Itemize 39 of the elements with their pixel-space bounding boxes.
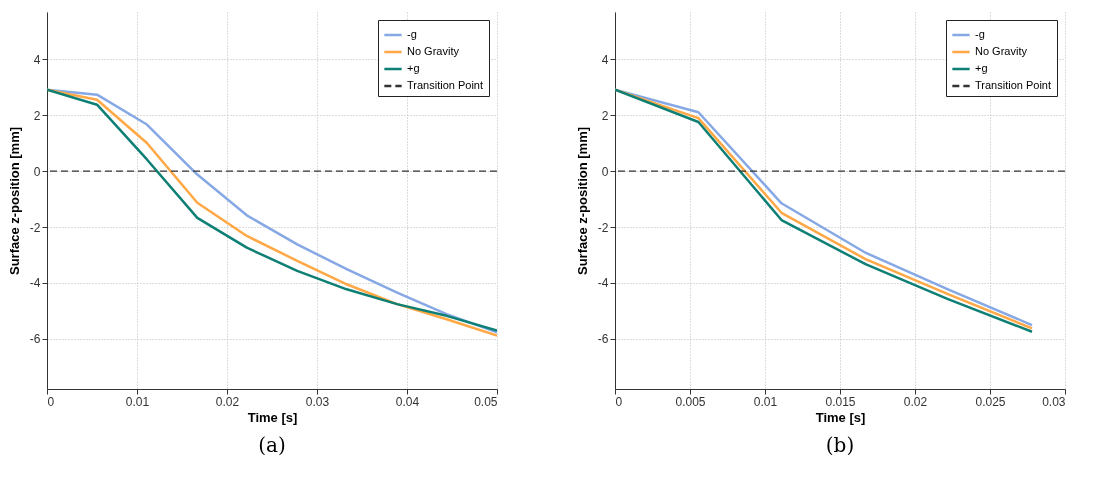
legend-label: -g [407,28,417,40]
legend-label: No Gravity [407,45,460,57]
y-tick-label: 0 [601,164,609,179]
x-tick-label: 0 [47,394,55,409]
y-tick-label: 4 [33,52,41,67]
legend-label: Transition Point [975,79,1052,91]
x-tick-label: 0.005 [675,394,706,409]
y-tick-label: 0 [33,164,41,179]
y-tick-label: -6 [29,332,41,347]
y-tick-label: -4 [597,276,609,291]
legend-label: +g [975,62,988,74]
x-tick-label: 0.04 [395,394,420,409]
legend-label: No Gravity [975,45,1028,57]
legend-label: +g [407,62,420,74]
legend-label: -g [975,28,985,40]
y-axis-title: Surface z-position [mm] [574,126,590,276]
x-axis-title: Time [s] [247,409,298,425]
x-tick-label: 0.025 [975,394,1006,409]
x-tick-label: 0.015 [825,394,856,409]
y-axis-title: Surface z-position [mm] [6,126,22,276]
y-tick-label: 2 [601,108,609,123]
x-tick-label: 0.02 [215,394,240,409]
legend-label: Transition Point [407,79,484,91]
y-tick-label: -2 [29,220,41,235]
text: (b) [825,433,855,457]
x-tick-label: 0 [615,394,623,409]
x-tick-label: 0.01 [125,394,150,409]
y-tick-label: -6 [597,332,609,347]
x-tick-label: 0.02 [903,394,928,409]
y-tick-label: 4 [601,52,609,67]
x-tick-label: 0.01 [753,394,778,409]
x-tick-label: 0.03 [1042,394,1066,409]
y-tick-label: 2 [33,108,41,123]
x-tick-label: 0.05 [474,394,498,409]
text: (a) [258,433,286,457]
x-tick-label: 0.03 [305,394,330,409]
x-axis-title: Time [s] [815,409,866,425]
y-tick-label: -2 [597,220,609,235]
y-tick-label: -4 [29,276,41,291]
